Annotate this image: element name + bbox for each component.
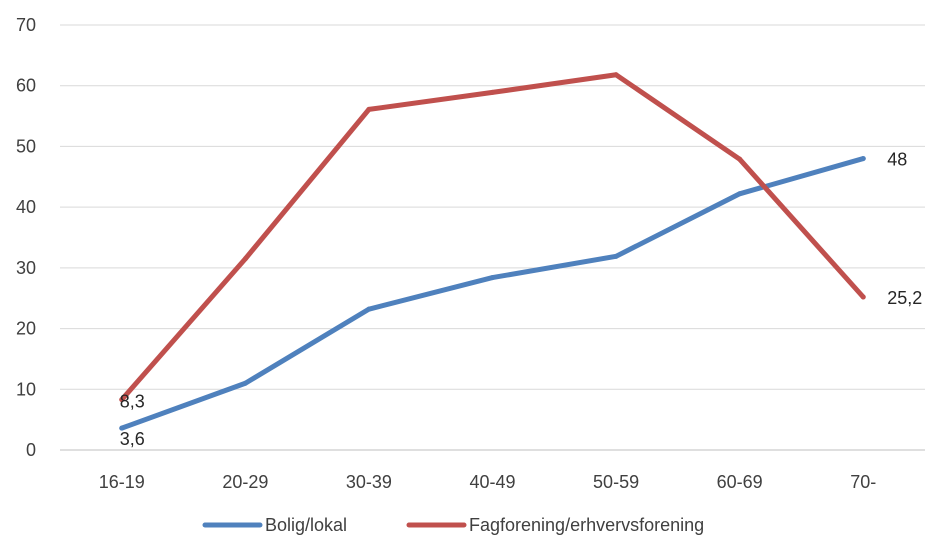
legend-item: Fagforening/erhvervsforening [406,515,704,535]
x-tick-label: 50-59 [593,472,639,492]
data-label: 3,6 [120,429,145,449]
data-point [613,72,619,78]
legend: Bolig/lokal Fagforening/erhvervsforening [202,515,704,535]
y-tick-label: 10 [16,379,36,399]
data-point [490,275,495,281]
data-point [490,89,495,95]
series-layer [119,72,866,431]
data-label: 8,3 [120,392,145,412]
y-tick-label: 40 [16,197,36,217]
y-tick-label: 30 [16,258,36,278]
y-tick-label: 0 [26,440,36,460]
series-line-fagforening-erhvervsforening [119,72,866,403]
grid-layer [60,24,925,451]
data-label-layer: 3,6 48 8,3 25,2 [120,150,922,450]
data-point [860,294,866,300]
axis-layer: 0 10 20 30 40 50 60 70 16-19 20-29 30-39 40-49 50-59… [16,15,876,492]
x-tick-label: 20-29 [222,472,268,492]
y-tick-label: 50 [16,136,36,156]
x-tick-label: 30-39 [346,472,392,492]
legend-label: Fagforening/erhvervsforening [469,515,704,535]
legend-item: Bolig/lokal [202,515,347,535]
data-point [737,156,743,162]
data-point [737,191,743,197]
data-label: 25,2 [887,288,922,308]
y-tick-label: 60 [16,76,36,96]
y-tick-label: 20 [16,319,36,339]
x-tick-label: 60-69 [717,472,763,492]
data-point [119,425,125,431]
data-point [860,156,866,162]
x-tick-label: 40-49 [469,472,515,492]
legend-label: Bolig/lokal [265,515,347,535]
series-line-bolig-lokal [119,156,866,431]
data-point [366,306,372,312]
x-tick-label: 70- [850,472,876,492]
data-point [119,397,125,403]
data-point [242,256,248,262]
data-label: 48 [887,150,907,170]
x-tick-label: 16-19 [99,472,145,492]
data-point [613,253,619,259]
y-tick-label: 70 [16,15,36,35]
data-point [242,380,248,386]
data-point [366,106,372,112]
